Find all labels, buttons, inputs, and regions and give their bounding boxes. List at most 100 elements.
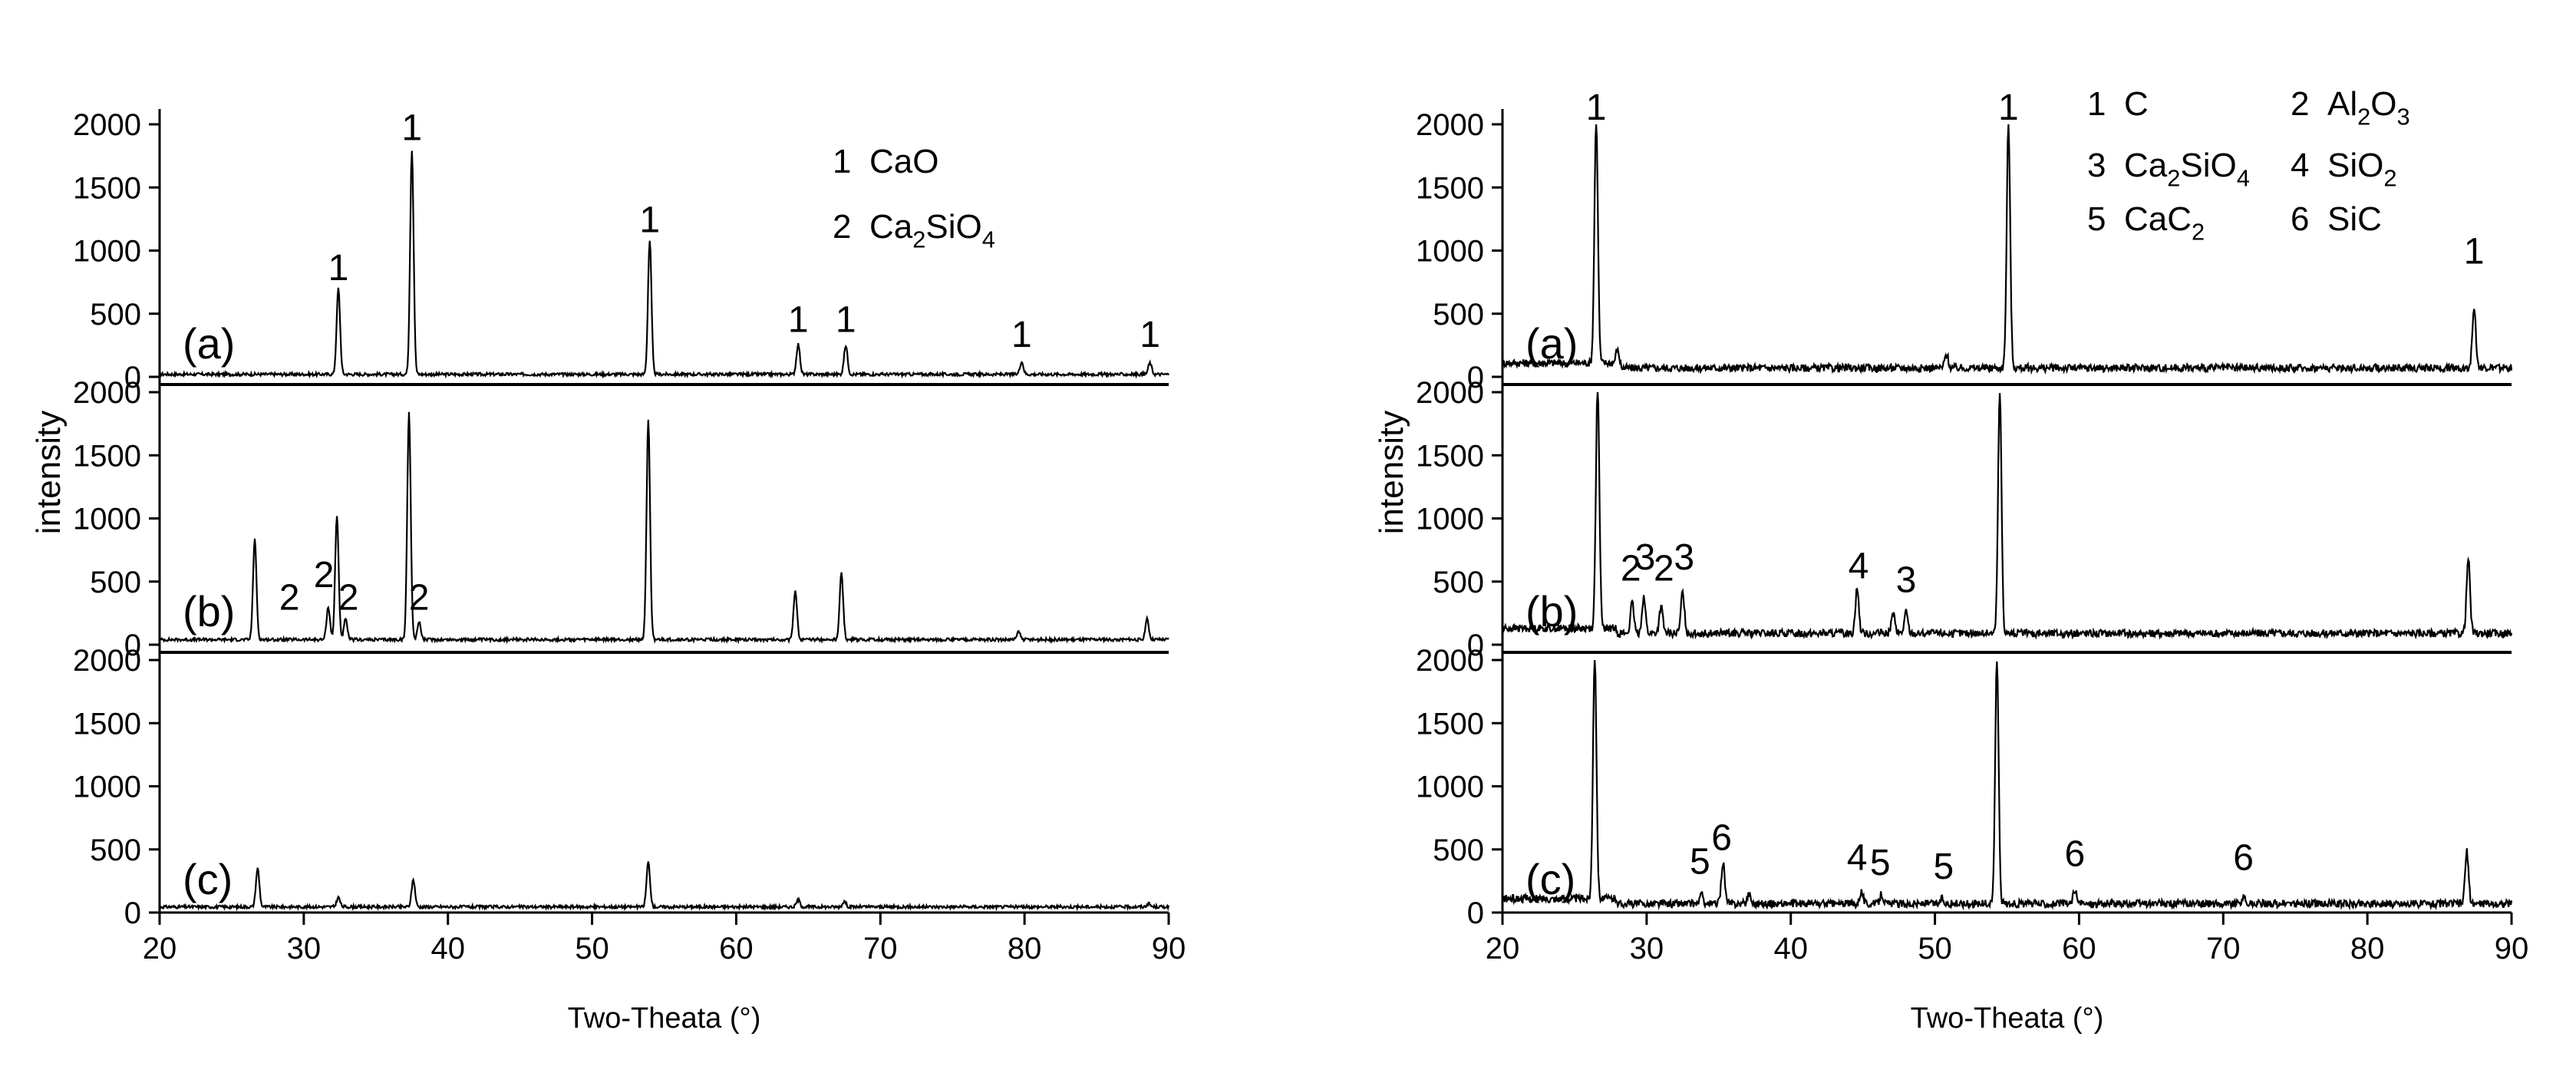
y-tick-label: 1000 [73,235,141,269]
x-tick-label: 80 [2350,932,2385,966]
peak-label: 6 [2064,834,2085,875]
y-tick-label: 1500 [1416,707,1484,741]
peak-label: 2 [1621,549,1641,589]
y-axis-label: intensity [30,411,68,534]
x-tick-label: 70 [863,932,898,966]
y-tick-label: 2000 [73,644,141,678]
panel-label: (a) [1525,319,1578,368]
legend: 1 C 2 Al2O3 3 Ca2SiO4 4 SiO2 5 CaC2 6 SiC [2087,85,2410,245]
y-tick-label: 500 [90,566,141,599]
panel-label: (b) [1525,587,1578,635]
x-tick-label: 30 [287,932,322,966]
y-tick-label: 2000 [1416,376,1484,410]
peak-label: 5 [1690,842,1710,883]
panel-a: 0 500 1000 1500 2000 (a) 1 1 1 [1416,87,2513,394]
peak-label: 4 [1847,838,1868,879]
peak-label: 4 [1849,546,1869,586]
y-tick-label: 2000 [73,108,141,142]
legend-number: 1 [2087,85,2106,123]
peak-label: 5 [1870,843,1891,883]
y-tick-label: 500 [1433,298,1484,332]
x-tick-label: 40 [1773,932,1808,966]
x-tick-label: 80 [1008,932,1042,966]
y-tick-label: 0 [1467,896,1484,930]
x-tick-label: 60 [719,932,754,966]
y-tick-label: 2000 [1416,108,1484,142]
y-tick-label: 1000 [73,503,141,536]
legend: 1 CaO 2 Ca2SiO4 [833,143,995,253]
legend-entry: Ca2SiO4 [869,208,995,253]
legend-number: 5 [2087,200,2106,238]
peak-label: 1 [401,107,422,148]
y-tick-label: 0 [1467,629,1484,662]
y-tick-label: 1500 [1416,439,1484,473]
y-tick-label: 500 [90,298,141,332]
x-tick-label: 30 [1630,932,1664,966]
legend-number: 3 [2087,147,2106,184]
peak-label: 2 [279,578,300,619]
x-axis-label: Two-Theata (°) [568,1002,761,1035]
spectrum-line [1501,124,2513,375]
peak-label: 2 [314,555,335,596]
spectrum-line [1501,391,2513,640]
y-tick-label: 1500 [1416,171,1484,205]
y-tick-label: 1500 [73,439,141,473]
peak-label: 5 [1933,847,1954,887]
legend-number: 1 [833,143,851,180]
spectrum-line [159,861,1170,912]
spectrum-line [159,150,1169,379]
y-tick-label: 1000 [1416,503,1484,536]
y-tick-label: 0 [124,361,141,394]
x-tick-label: 50 [1918,932,1952,966]
x-tick-label: 50 [575,932,609,966]
peak-label: 1 [1011,315,1032,355]
y-tick-label: 2000 [1416,644,1484,678]
y-tick-label: 500 [1433,833,1484,867]
peak-label: 1 [1586,87,1607,128]
peak-label: 1 [2464,232,2485,272]
x-tick-label: 20 [143,932,177,966]
peak-label: 2 [1654,549,1674,589]
legend-entry: SiC [2327,200,2382,238]
peak-label: 3 [1896,560,1917,600]
peak-label: 3 [1674,537,1694,578]
x-tick-label: 20 [1486,932,1520,966]
peak-label: 2 [409,578,430,619]
panel-label: (c) [1525,855,1575,903]
peak-label: 1 [1998,87,2019,128]
panel-label: (a) [183,319,235,368]
y-tick-label: 0 [124,896,141,930]
y-tick-label: 1500 [73,171,141,205]
legend-entry: Al2O3 [2327,85,2410,130]
legend-number: 4 [2291,147,2309,184]
spectrum-line [158,411,1169,645]
y-tick-label: 500 [1433,566,1484,599]
y-tick-label: 500 [90,833,141,867]
y-tick-label: 2000 [73,376,141,410]
peak-label: 1 [836,299,856,340]
y-tick-label: 0 [124,629,141,662]
peak-label: 6 [2233,838,2254,879]
peak-label: 1 [788,299,809,340]
peak-label: 3 [1635,537,1656,578]
y-axis-label: intensity [1373,411,1410,534]
x-tick-label: 90 [1152,932,1186,966]
x-tick-label: 60 [2062,932,2096,966]
legend-entry: CaC2 [2124,200,2205,245]
legend-entry: Ca2SiO4 [2124,147,2250,191]
peak-label: 1 [1140,315,1160,355]
legend-entry: C [2124,85,2149,123]
panel-label: (b) [183,587,235,635]
legend-entry: SiO2 [2327,147,2397,191]
x-tick-label: 70 [2206,932,2241,966]
spectrum-line [1502,659,2513,911]
y-tick-label: 0 [1467,361,1484,394]
x-axis-label: Two-Theata (°) [1911,1002,2104,1035]
